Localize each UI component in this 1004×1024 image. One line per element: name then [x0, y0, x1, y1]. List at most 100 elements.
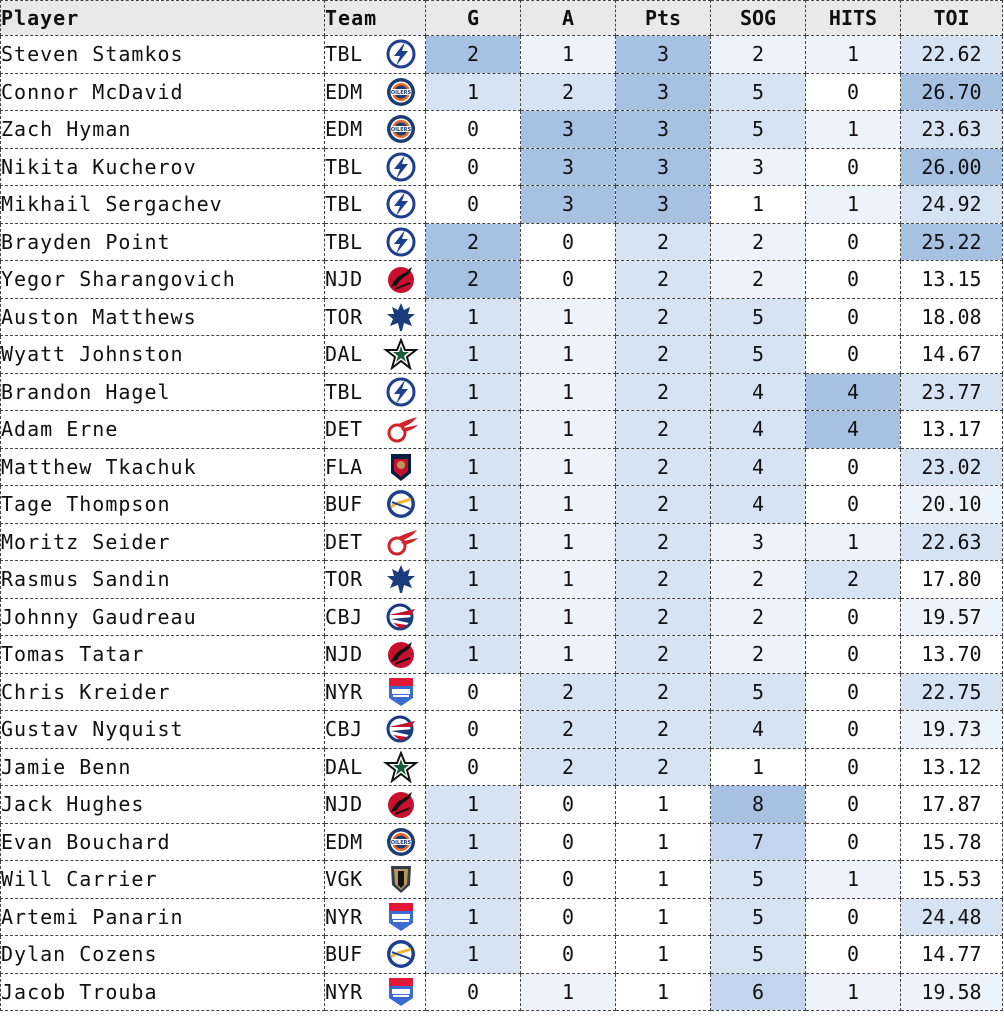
table-row: Yegor Sharangovich NJD 2 0 2 2 0 13.15 [0, 260, 1003, 299]
points-cell: 2 [615, 522, 711, 561]
goals-cell: 0 [425, 147, 521, 186]
team-abbreviation: NJD [325, 792, 363, 817]
team-cell: VGK [324, 860, 426, 899]
team-abbreviation: DAL [325, 342, 363, 367]
goals-cell: 1 [425, 447, 521, 486]
hits-cell: 1 [805, 972, 901, 1011]
table-row: Evan Bouchard EDM OILERS 1 0 1 7 0 15.78 [0, 822, 1003, 861]
player-name-cell: Rasmus Sandin [0, 560, 325, 599]
goals-cell: 1 [425, 72, 521, 111]
player-name-cell: Tage Thompson [0, 485, 325, 524]
player-name-cell: Adam Erne [0, 410, 325, 449]
player-name-cell: Nikita Kucherov [0, 147, 325, 186]
hits-cell: 0 [805, 672, 901, 711]
assists-cell: 1 [520, 335, 616, 374]
hits-cell: 1 [805, 110, 901, 149]
player-name-cell: Mikhail Sergachev [0, 185, 325, 224]
red-wings-logo-icon [383, 526, 419, 558]
time-on-ice-cell: 24.92 [900, 185, 1003, 224]
goals-cell: 2 [425, 222, 521, 261]
player-name-cell: Artemi Panarin [0, 897, 325, 936]
lightning-logo-icon [383, 151, 419, 183]
assists-cell: 2 [520, 72, 616, 111]
team-abbreviation: TBL [325, 154, 363, 179]
team-cell: DET [324, 522, 426, 561]
hits-cell: 0 [805, 72, 901, 111]
assists-cell: 3 [520, 185, 616, 224]
table-row: Chris Kreider NYR 0 2 2 5 0 22.75 [0, 672, 1003, 711]
player-name-cell: Brayden Point [0, 222, 325, 261]
team-abbreviation: BUF [325, 942, 363, 967]
header-points: Pts [615, 0, 711, 36]
hits-cell: 0 [805, 335, 901, 374]
goals-cell: 1 [425, 635, 521, 674]
player-name-cell: Brandon Hagel [0, 372, 325, 411]
shots-on-goal-cell: 6 [710, 972, 806, 1011]
shots-on-goal-cell: 5 [710, 860, 806, 899]
assists-cell: 0 [520, 260, 616, 299]
table-row: Jacob Trouba NYR 0 1 1 6 1 19.58 [0, 972, 1003, 1011]
oilers-logo-icon: OILERS [383, 113, 419, 145]
shots-on-goal-cell: 1 [710, 185, 806, 224]
team-cell: DAL [324, 335, 426, 374]
team-cell: TOR [324, 297, 426, 336]
oilers-logo-icon: OILERS [383, 826, 419, 858]
goals-cell: 0 [425, 110, 521, 149]
sabres-logo-icon [383, 938, 419, 970]
goals-cell: 1 [425, 485, 521, 524]
time-on-ice-cell: 26.70 [900, 72, 1003, 111]
goals-cell: 1 [425, 860, 521, 899]
player-name-cell: Johnny Gaudreau [0, 597, 325, 636]
team-abbreviation: NYR [325, 679, 363, 704]
time-on-ice-cell: 20.10 [900, 485, 1003, 524]
points-cell: 3 [615, 147, 711, 186]
team-abbreviation: CBJ [325, 604, 363, 629]
table-row: Johnny Gaudreau CBJ 1 1 2 2 0 19.57 [0, 597, 1003, 636]
goals-cell: 1 [425, 410, 521, 449]
header-time-on-ice: TOI [900, 0, 1003, 36]
team-cell: NYR [324, 897, 426, 936]
points-cell: 2 [615, 372, 711, 411]
shots-on-goal-cell: 5 [710, 897, 806, 936]
player-name-cell: Yegor Sharangovich [0, 260, 325, 299]
shots-on-goal-cell: 4 [710, 410, 806, 449]
shots-on-goal-cell: 5 [710, 335, 806, 374]
table-row: Matthew Tkachuk FLA 1 1 2 4 0 23.02 [0, 447, 1003, 486]
time-on-ice-cell: 17.87 [900, 785, 1003, 824]
hits-cell: 4 [805, 410, 901, 449]
points-cell: 2 [615, 410, 711, 449]
assists-cell: 3 [520, 147, 616, 186]
goals-cell: 0 [425, 747, 521, 786]
hits-cell: 1 [805, 860, 901, 899]
shots-on-goal-cell: 5 [710, 935, 806, 974]
time-on-ice-cell: 15.53 [900, 860, 1003, 899]
team-cell: NJD [324, 635, 426, 674]
team-cell: BUF [324, 485, 426, 524]
team-abbreviation: EDM [325, 829, 363, 854]
team-abbreviation: TBL [325, 379, 363, 404]
shots-on-goal-cell: 8 [710, 785, 806, 824]
table-row: Jamie Benn DAL 0 2 2 1 0 13.12 [0, 747, 1003, 786]
shots-on-goal-cell: 5 [710, 672, 806, 711]
team-abbreviation: DAL [325, 754, 363, 779]
team-abbreviation: TBL [325, 229, 363, 254]
shots-on-goal-cell: 4 [710, 447, 806, 486]
table-row: Wyatt Johnston DAL 1 1 2 5 0 14.67 [0, 335, 1003, 374]
shots-on-goal-cell: 5 [710, 72, 806, 111]
assists-cell: 2 [520, 747, 616, 786]
points-cell: 3 [615, 72, 711, 111]
assists-cell: 1 [520, 560, 616, 599]
shots-on-goal-cell: 2 [710, 35, 806, 74]
assists-cell: 1 [520, 410, 616, 449]
assists-cell: 0 [520, 935, 616, 974]
time-on-ice-cell: 19.58 [900, 972, 1003, 1011]
shots-on-goal-cell: 2 [710, 260, 806, 299]
team-abbreviation: TOR [325, 304, 363, 329]
team-cell: NYR [324, 972, 426, 1011]
time-on-ice-cell: 24.48 [900, 897, 1003, 936]
player-name-cell: Zach Hyman [0, 110, 325, 149]
assists-cell: 0 [520, 860, 616, 899]
hits-cell: 0 [805, 822, 901, 861]
devils-logo-icon [383, 638, 419, 670]
points-cell: 2 [615, 335, 711, 374]
